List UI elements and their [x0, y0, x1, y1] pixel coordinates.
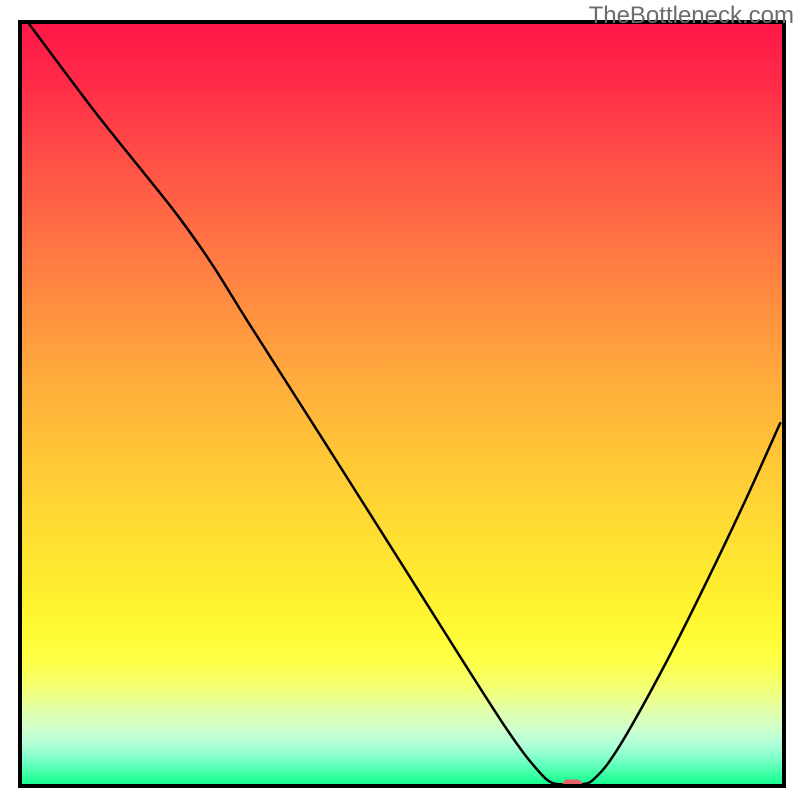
chart-container: TheBottleneck.com: [0, 0, 800, 800]
bottleneck-chart: [0, 0, 800, 800]
plot-background: [20, 22, 784, 786]
watermark-text: TheBottleneck.com: [589, 2, 794, 30]
